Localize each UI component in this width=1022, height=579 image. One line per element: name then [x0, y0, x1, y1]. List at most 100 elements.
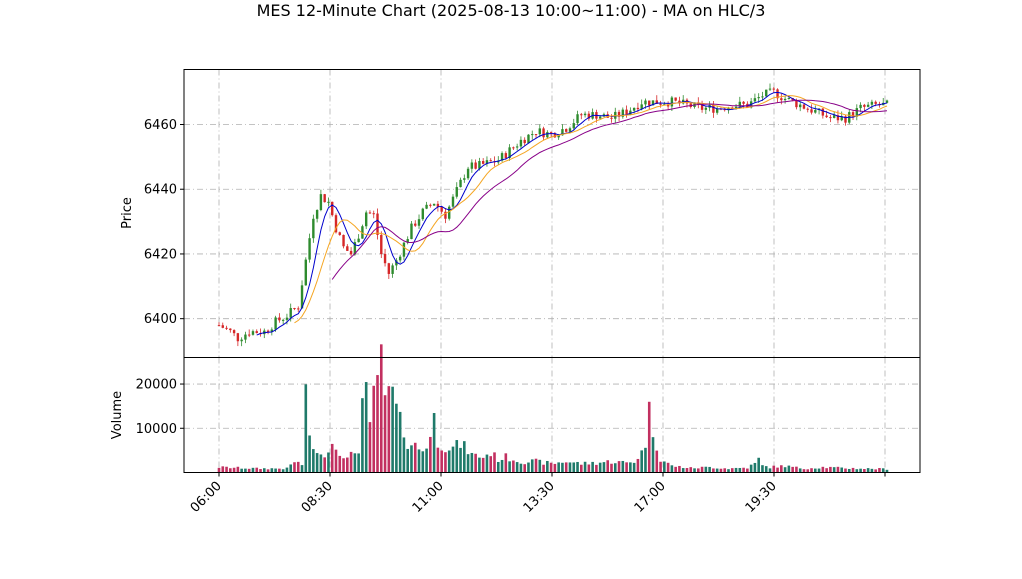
- candle-body: [470, 162, 474, 169]
- volume-bar: [863, 468, 866, 473]
- volume-bar: [881, 468, 885, 473]
- volume-bar: [425, 448, 428, 473]
- volume-bar: [712, 468, 715, 473]
- volume-bar: [493, 452, 496, 473]
- price-y-tick-label: 6440: [144, 183, 177, 198]
- volume-bar: [813, 468, 817, 473]
- candle-body: [814, 110, 817, 113]
- volume-bar: [591, 461, 594, 473]
- volume-bar: [696, 468, 700, 473]
- volume-bar: [734, 467, 738, 473]
- candle-body: [866, 104, 870, 107]
- candle-body: [240, 339, 243, 342]
- x-axis-ticks: 06:00 08:30 11:00 13:30 17:00 19:30: [188, 472, 886, 516]
- volume-bar: [330, 443, 334, 473]
- volume-bar: [772, 465, 776, 473]
- x-tick-label: 11:00: [410, 479, 447, 516]
- x-tick-label: 19:30: [743, 479, 780, 516]
- volume-bar: [727, 469, 730, 473]
- candle-body: [402, 242, 406, 257]
- candle-body: [364, 212, 368, 227]
- volume-y-axis-label: Volume: [110, 391, 125, 439]
- volume-bar: [572, 462, 576, 473]
- volume-bar: [334, 449, 338, 473]
- volume-bar: [274, 468, 277, 473]
- volume-bar: [470, 452, 474, 473]
- candle-body: [357, 238, 360, 243]
- candle-body: [810, 109, 813, 113]
- volume-bar: [859, 468, 862, 473]
- candle-body: [523, 139, 526, 144]
- volume-bar: [368, 422, 372, 473]
- candle-body: [474, 162, 477, 169]
- candle-body: [312, 218, 315, 239]
- candle-body: [734, 106, 738, 110]
- volume-bar: [806, 469, 810, 473]
- volume-bar: [723, 468, 727, 473]
- candle-body: [293, 308, 296, 310]
- volume-bar: [629, 462, 632, 473]
- volume-bar: [296, 461, 300, 473]
- volume-bar: [749, 464, 753, 473]
- candle-body: [315, 210, 319, 219]
- volume-bar: [376, 375, 379, 473]
- volume-bar: [663, 461, 666, 473]
- volume-bar: [398, 411, 402, 473]
- chart-title: MES 12-Minute Chart (2025-08-13 10:00~11…: [257, 1, 766, 20]
- candle-body: [859, 104, 862, 109]
- volume-bar: [387, 386, 391, 473]
- candle-body: [802, 104, 806, 109]
- candle-body: [232, 330, 236, 334]
- volume-bar: [613, 463, 617, 473]
- candle-body: [247, 334, 251, 336]
- candle-body: [806, 108, 809, 110]
- volume-bar: [878, 468, 881, 473]
- volume-bar: [780, 465, 783, 473]
- candle-body: [289, 308, 292, 318]
- volume-bar: [757, 457, 760, 473]
- candle-body: [780, 98, 783, 101]
- volume-bar: [795, 466, 798, 473]
- volume-bar: [549, 462, 553, 473]
- volume-bar: [738, 467, 742, 473]
- volume-bar: [700, 466, 704, 473]
- candle-body: [478, 161, 481, 169]
- candle-body: [851, 112, 855, 117]
- volume-bar: [500, 459, 504, 473]
- candle-body: [583, 113, 587, 116]
- candle-body: [787, 97, 791, 99]
- volume-bar: [244, 468, 247, 473]
- candle-body: [440, 206, 443, 212]
- volume-bar: [236, 466, 240, 473]
- volume-bar: [832, 467, 836, 473]
- volume-bar: [278, 468, 281, 473]
- candle-body: [874, 101, 877, 104]
- volume-bar: [266, 469, 270, 473]
- candle-body: [217, 325, 221, 327]
- volume-bar: [791, 466, 794, 473]
- candle-body: [432, 203, 436, 206]
- candle-body: [568, 128, 572, 132]
- x-tick-label: 08:30: [299, 479, 336, 516]
- volume-bar: [342, 458, 345, 473]
- volume-bar: [527, 462, 530, 473]
- candle-body: [783, 98, 787, 101]
- volume-bar: [413, 442, 417, 473]
- volume-bar: [474, 453, 477, 473]
- volume-bar: [625, 462, 628, 473]
- volume-bar: [395, 403, 398, 473]
- candle-body: [508, 147, 511, 158]
- volume-bar: [602, 462, 606, 473]
- candle-body: [300, 285, 304, 309]
- volume-bar: [810, 468, 813, 473]
- candle-body: [481, 161, 485, 164]
- candle-body: [436, 203, 440, 207]
- volume-bar: [576, 461, 579, 473]
- candle-body: [398, 256, 402, 261]
- candle-body: [772, 88, 775, 90]
- x-tick-label: 17:00: [632, 479, 669, 516]
- candle-body: [727, 107, 730, 111]
- volume-bar: [659, 461, 662, 473]
- candle-body: [617, 111, 621, 117]
